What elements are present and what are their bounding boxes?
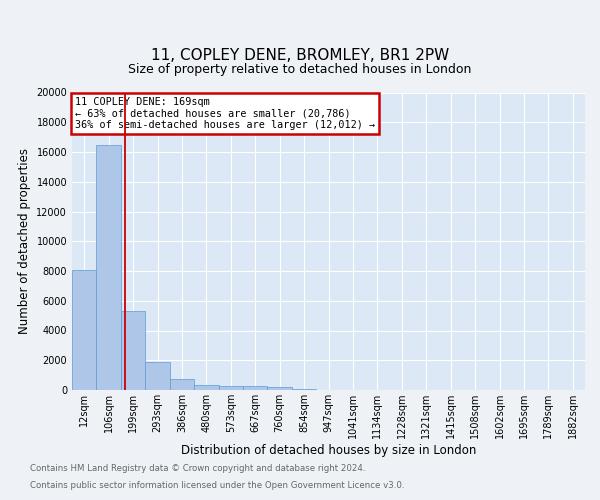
Text: Size of property relative to detached houses in London: Size of property relative to detached ho… [128,64,472,76]
Bar [218,386,243,390]
Bar [121,311,145,390]
Bar [243,386,268,390]
Bar [145,362,170,390]
Text: Contains HM Land Registry data © Crown copyright and database right 2024.: Contains HM Land Registry data © Crown c… [30,464,365,473]
Bar [72,270,97,390]
Text: 11 COPLEY DENE: 169sqm
← 63% of detached houses are smaller (20,786)
36% of semi: 11 COPLEY DENE: 169sqm ← 63% of detached… [74,97,374,130]
Bar [194,385,218,390]
Text: Contains public sector information licensed under the Open Government Licence v3: Contains public sector information licen… [30,481,404,490]
Bar [170,379,194,390]
Y-axis label: Number of detached properties: Number of detached properties [18,148,31,334]
Bar [97,144,121,390]
X-axis label: Distribution of detached houses by size in London: Distribution of detached houses by size … [181,444,476,457]
Bar [268,387,292,390]
Text: 11, COPLEY DENE, BROMLEY, BR1 2PW: 11, COPLEY DENE, BROMLEY, BR1 2PW [151,48,449,64]
